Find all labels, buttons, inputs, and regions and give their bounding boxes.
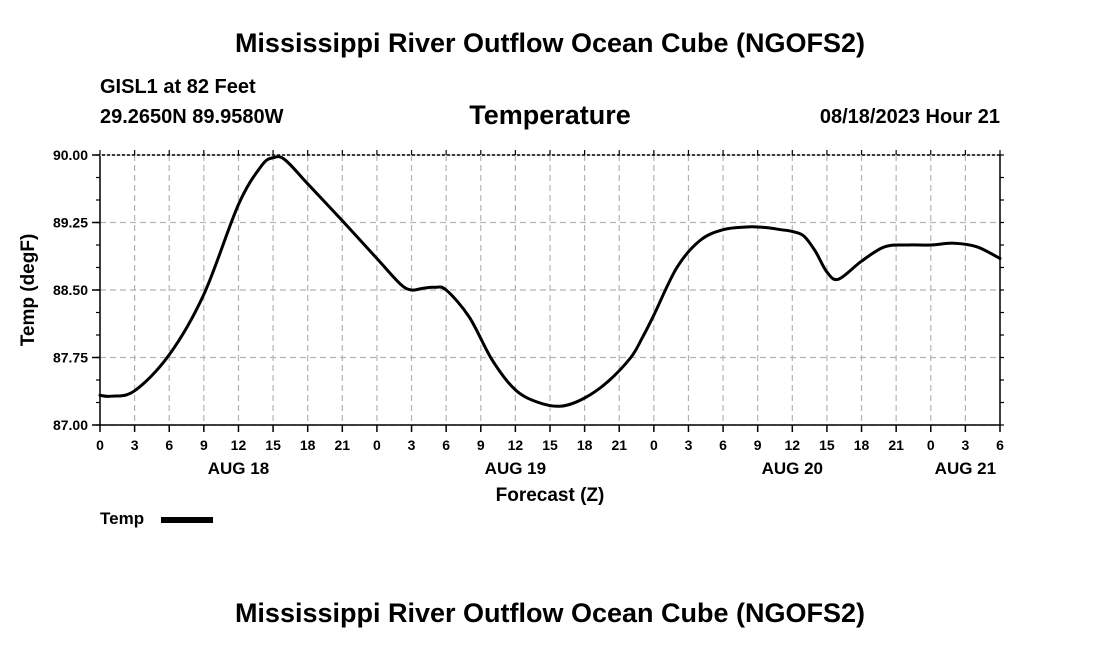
variable-title: Temperature bbox=[469, 100, 631, 130]
x-tick-label: 6 bbox=[719, 437, 727, 453]
day-label: AUG 19 bbox=[485, 459, 546, 478]
x-tick-label: 3 bbox=[685, 437, 693, 453]
station-label: GISL1 at 82 Feet bbox=[100, 76, 256, 98]
x-tick-label: 9 bbox=[477, 437, 485, 453]
y-tick-label: 87.00 bbox=[53, 417, 88, 433]
x-tick-label: 6 bbox=[442, 437, 450, 453]
x-tick-label: 0 bbox=[96, 437, 104, 453]
x-tick-label: 3 bbox=[131, 437, 139, 453]
x-tick-label: 3 bbox=[961, 437, 969, 453]
coordinates-label: 29.2650N 89.9580W bbox=[100, 106, 284, 128]
series-line-temp bbox=[98, 155, 1002, 408]
x-tick-label: 21 bbox=[611, 437, 627, 453]
x-tick-label: 21 bbox=[888, 437, 904, 453]
x-tick-label: 18 bbox=[854, 437, 870, 453]
day-label: AUG 21 bbox=[935, 459, 996, 478]
x-tick-label: 18 bbox=[577, 437, 593, 453]
x-tick-label: 0 bbox=[927, 437, 935, 453]
y-tick-label: 88.50 bbox=[53, 282, 88, 298]
x-tick-label: 12 bbox=[785, 437, 801, 453]
x-tick-label: 6 bbox=[996, 437, 1004, 453]
y-tick-label: 90.00 bbox=[53, 147, 88, 163]
x-tick-label: 12 bbox=[508, 437, 524, 453]
legend-line-swatch bbox=[161, 517, 213, 523]
x-tick-label: 12 bbox=[231, 437, 247, 453]
chart-title: Mississippi River Outflow Ocean Cube (NG… bbox=[234, 28, 866, 58]
y-axis-label: Temp (degF) bbox=[18, 234, 39, 347]
x-tick-label: 0 bbox=[373, 437, 381, 453]
day-label: AUG 18 bbox=[208, 459, 269, 478]
x-tick-label: 6 bbox=[165, 437, 173, 453]
x-tick-label: 15 bbox=[265, 437, 281, 453]
x-tick-label: 15 bbox=[542, 437, 558, 453]
footer-title: Mississippi River Outflow Ocean Cube (NG… bbox=[234, 598, 866, 628]
x-tick-label: 15 bbox=[819, 437, 835, 453]
x-tick-label: 18 bbox=[300, 437, 316, 453]
x-axis-label: Forecast (Z) bbox=[496, 485, 605, 506]
x-tick-label: 21 bbox=[335, 437, 351, 453]
x-tick-label: 3 bbox=[408, 437, 416, 453]
day-label: AUG 20 bbox=[762, 459, 823, 478]
x-tick-label: 0 bbox=[650, 437, 658, 453]
x-tick-label: 9 bbox=[754, 437, 762, 453]
legend-label: Temp bbox=[100, 509, 145, 528]
y-tick-label: 89.25 bbox=[53, 215, 88, 231]
x-tick-label: 9 bbox=[200, 437, 208, 453]
datetime-label: 08/18/2023 Hour 21 bbox=[819, 106, 1000, 128]
y-tick-label: 87.75 bbox=[53, 350, 88, 366]
